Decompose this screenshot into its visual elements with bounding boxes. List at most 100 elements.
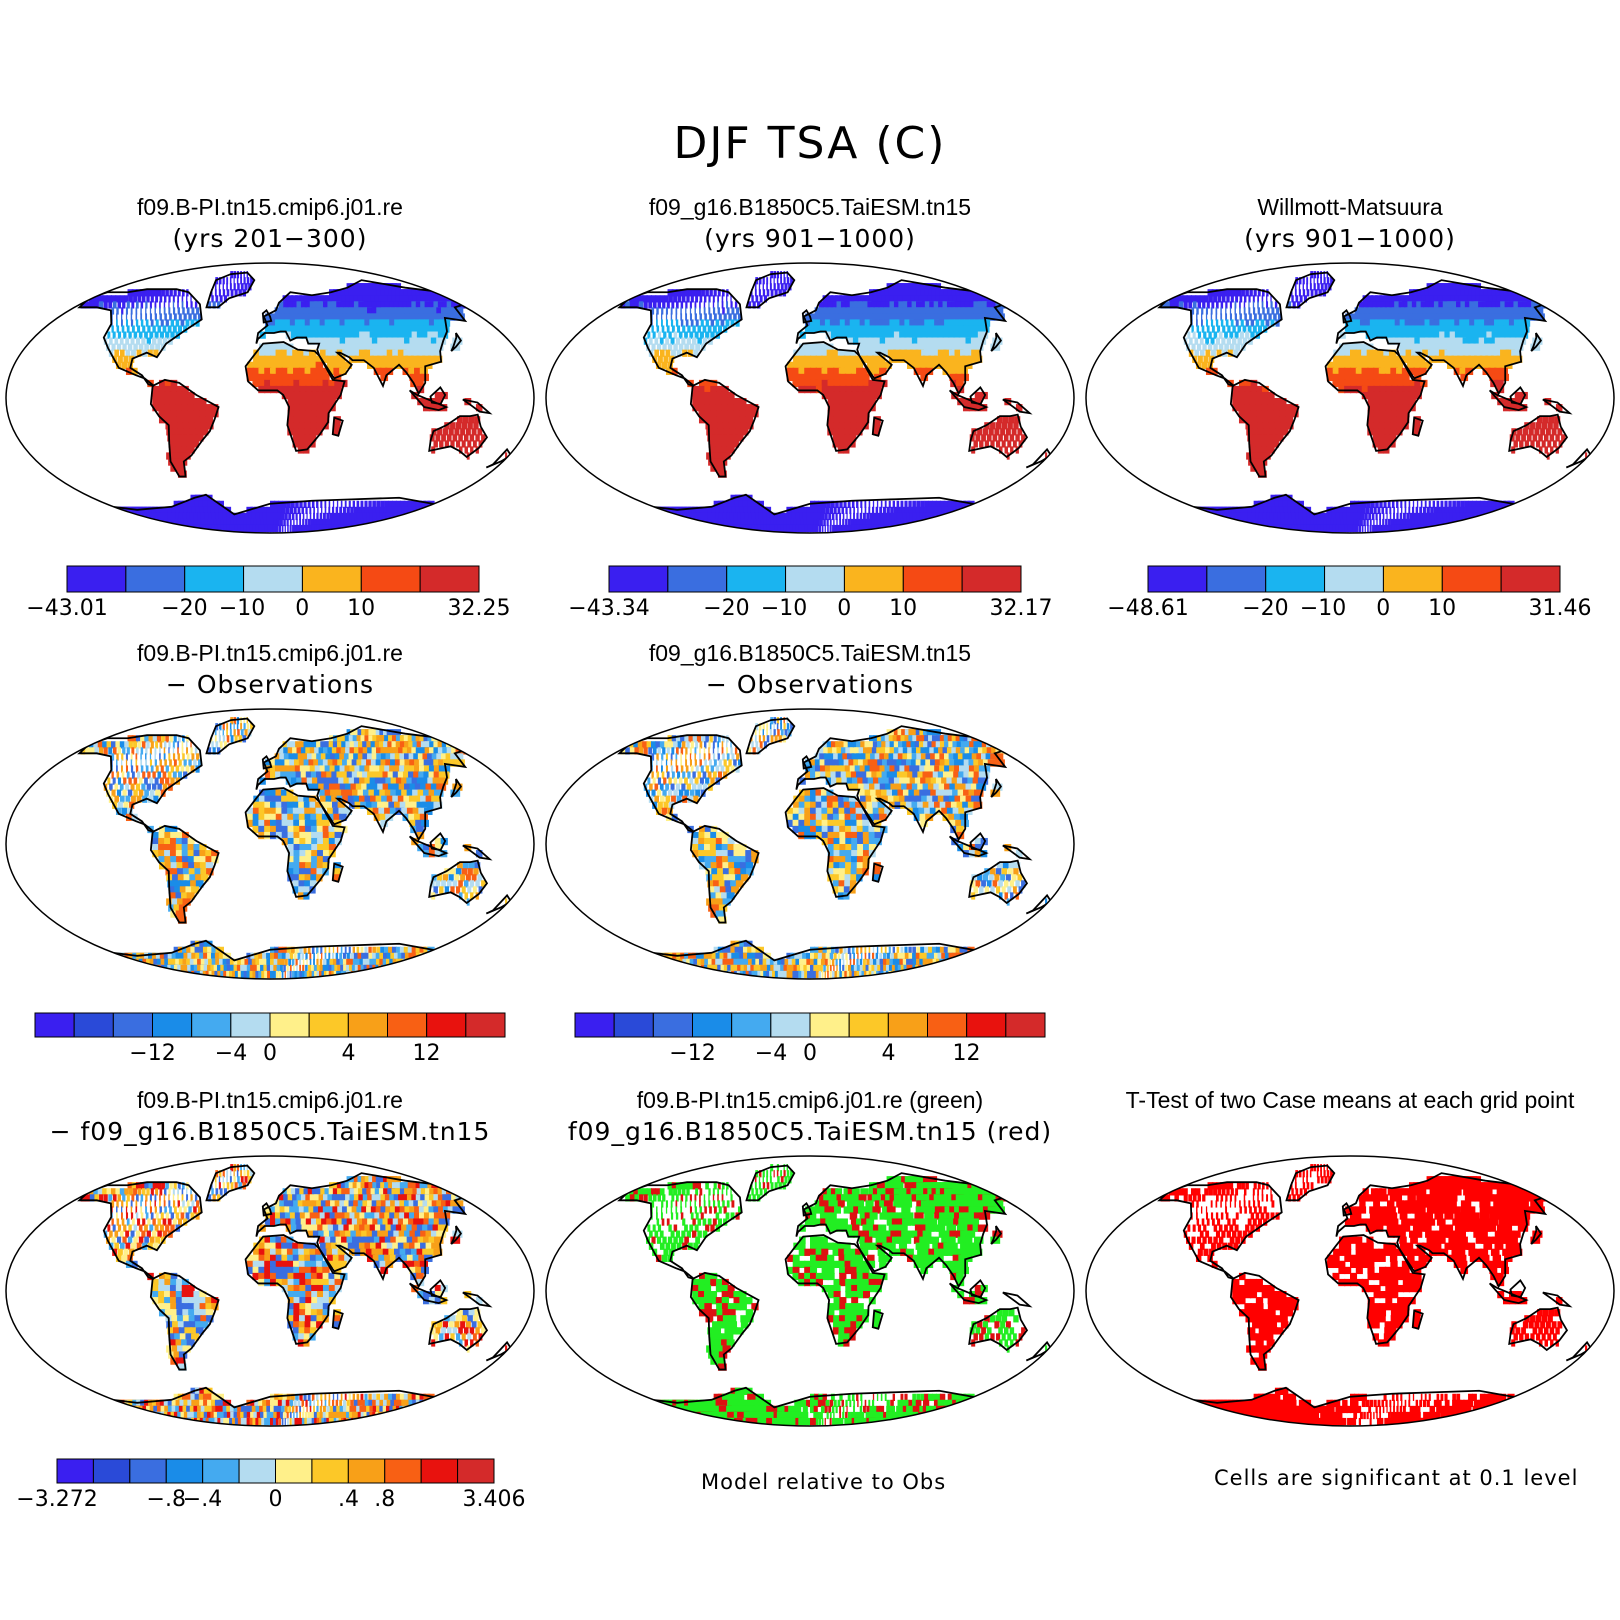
coastline-borneo xyxy=(1509,1279,1527,1299)
colorbar-tick-label: −20 xyxy=(1242,596,1289,621)
coastline-greenland xyxy=(745,1164,796,1202)
panel-subtitle-p4: − Observations xyxy=(165,670,375,699)
map-border xyxy=(1085,1155,1615,1427)
colorbar-swatch xyxy=(1500,565,1561,593)
colorbar-swatch xyxy=(1382,565,1443,593)
colorbar-tick-label: 4 xyxy=(341,1041,356,1066)
coastline-samerica xyxy=(149,1271,220,1371)
panel-subtitle-p5: − Observations xyxy=(705,670,915,699)
panel-subtitle-p7: f09_g16.B1850C5.TaiESM.tn15 (red) xyxy=(567,1117,1053,1146)
map-p6 xyxy=(5,1155,535,1427)
colorbar-swatch xyxy=(191,1012,232,1038)
coastline-ngu xyxy=(1002,844,1033,861)
colorbar-swatch xyxy=(301,565,362,593)
coastline-namerica xyxy=(1157,288,1283,387)
coastline-australia xyxy=(428,1306,489,1352)
panel-title-p4: f09.B-PI.tn15.cmip6.j01.re xyxy=(137,640,403,666)
coastline-australia xyxy=(968,1306,1029,1352)
colorbar-swatch xyxy=(184,565,245,593)
coastline-eurasia xyxy=(255,725,471,842)
colorbar-tick-label: −48.61 xyxy=(1107,596,1189,621)
map-field-p1 xyxy=(77,271,513,533)
coastline-eurasia xyxy=(1335,1172,1551,1289)
colorbar-tick-label: −12 xyxy=(669,1041,716,1066)
colorbar-swatch xyxy=(311,1458,349,1484)
colorbar-swatch xyxy=(112,1012,154,1038)
colorbar-swatch xyxy=(574,1012,615,1038)
colorbar-swatch xyxy=(34,1012,75,1038)
coastline-eurasia xyxy=(255,279,471,396)
colorbar-swatch xyxy=(238,1458,276,1484)
colorbar-tick-label: −12 xyxy=(129,1041,176,1066)
colorbar-swatch xyxy=(202,1458,240,1484)
figure-title: DJF TSA (C) xyxy=(673,118,947,169)
panel-subtitle-p2: (yrs 901−1000) xyxy=(704,224,916,253)
colorbar-tick-label: −43.01 xyxy=(26,596,108,621)
coastline-indonesia xyxy=(948,389,989,412)
colorbar-tick-label: 32.25 xyxy=(447,596,511,621)
coastline-eurasia xyxy=(1335,279,1551,396)
coastline-madagascar xyxy=(331,416,344,437)
coastline-ngu xyxy=(1542,1291,1573,1308)
coastline-africa xyxy=(784,341,886,452)
map-field-p2 xyxy=(617,271,1053,533)
map-field-p4 xyxy=(77,717,513,979)
colorbar-tick-label: −20 xyxy=(161,596,208,621)
coastline-japan xyxy=(1530,1225,1543,1245)
map-border xyxy=(5,1155,535,1427)
coastline-africa xyxy=(244,787,346,898)
colorbar-swatch xyxy=(360,565,421,593)
coastline-uk xyxy=(801,308,813,324)
coastline-madagascar xyxy=(331,862,344,883)
coastline-namerica xyxy=(1157,1181,1283,1280)
coastline-africa xyxy=(1324,341,1426,452)
coastline-samerica xyxy=(149,378,220,478)
coastline-greenland xyxy=(205,1164,256,1202)
coastline-namerica xyxy=(617,734,743,833)
coastline-borneo xyxy=(969,832,987,852)
colorbar-tick-label: −10 xyxy=(218,596,266,621)
colorbar-swatch xyxy=(308,1012,349,1038)
colorbar-cb5 xyxy=(574,1012,1046,1038)
coastline-japan xyxy=(990,1225,1003,1245)
coastline-samerica xyxy=(689,378,760,478)
map-border xyxy=(545,1155,1075,1427)
coastline-uk xyxy=(261,308,273,324)
colorbar-tick-label: 31.46 xyxy=(1528,596,1592,621)
coastline-samerica xyxy=(689,824,760,924)
coastline-eurasia xyxy=(795,1172,1011,1289)
coastline-namerica xyxy=(77,288,203,387)
colorbar-swatch xyxy=(419,565,480,593)
colorbar-swatch xyxy=(387,1012,428,1038)
coastline-japan xyxy=(990,778,1003,798)
coastline-greenland xyxy=(1285,271,1336,309)
panel-subtitle-p3: (yrs 901−1000) xyxy=(1244,224,1456,253)
coastline-ngu xyxy=(462,1291,493,1308)
map-p5 xyxy=(545,708,1075,980)
colorbar-tick-label: 10 xyxy=(889,596,918,621)
coastline-ngu xyxy=(462,844,493,861)
colorbar-tick-label: 0 xyxy=(295,596,310,621)
colorbar-swatch xyxy=(243,565,303,593)
panel-title-p6: f09.B-PI.tn15.cmip6.j01.re xyxy=(137,1087,403,1113)
panel-title-p3: Willmott-Matsuura xyxy=(1257,194,1443,220)
coastline-samerica xyxy=(689,1271,760,1371)
colorbar-cb4 xyxy=(34,1012,506,1038)
map-field-p7 xyxy=(617,1164,1053,1426)
colorbar-tick-label: −43.34 xyxy=(568,596,650,621)
coastline-indonesia xyxy=(1488,1282,1529,1305)
map-p7 xyxy=(545,1155,1075,1427)
colorbar-tick-label: −10 xyxy=(1299,596,1347,621)
colorbar-swatch xyxy=(152,1012,193,1038)
colorbar-tick-label: 10 xyxy=(1428,596,1457,621)
coastline-africa xyxy=(784,787,886,898)
panel-title-p2: f09_g16.B1850C5.TaiESM.tn15 xyxy=(648,194,972,220)
coastline-samerica xyxy=(1229,1271,1300,1371)
colorbar-tick-label: 0 xyxy=(837,596,852,621)
coastline-indonesia xyxy=(408,1282,449,1305)
panel-title-p5: f09_g16.B1850C5.TaiESM.tn15 xyxy=(648,640,972,666)
colorbar-swatch xyxy=(613,1012,654,1038)
coastline-namerica xyxy=(617,288,743,387)
coastline-australia xyxy=(968,859,1029,905)
map-field-p3 xyxy=(1157,271,1593,533)
